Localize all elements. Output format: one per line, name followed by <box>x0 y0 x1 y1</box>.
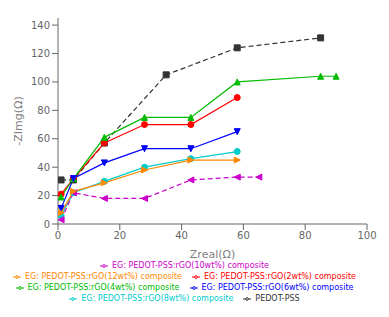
html-text:EG: PEDOT-PSS:rGO(6wt%) compos: EG: PEDOT-PSS:rGO(6wt%) composite <box>201 283 354 292</box>
html-text:EG: PEDOT-PSS:rGO(4wt%) compos: EG: PEDOT-PSS:rGO(4wt%) composite <box>27 283 180 292</box>
svg-text:0: 0 <box>44 219 50 230</box>
svg-text:20: 20 <box>37 190 50 201</box>
svg-text:80: 80 <box>37 105 50 116</box>
svg-text:0: 0 <box>55 230 61 241</box>
svg-text:140: 140 <box>31 20 50 31</box>
svg-text:40: 40 <box>175 230 188 241</box>
html-text:EG: PEDOT-PSS:rGO(8wt%) compos: EG: PEDOT-PSS:rGO(8wt%) composite <box>81 294 234 303</box>
html-text:EG: PEDOT-PSS:rGO(10wt%) compo: EG: PEDOT-PSS:rGO(10wt%) composite <box>112 261 269 270</box>
svg-text:60: 60 <box>37 133 50 144</box>
html-text:PEDOT-PSS: PEDOT-PSS <box>255 294 300 303</box>
svg-text:20: 20 <box>113 230 126 241</box>
svg-text:-ZImg(Ω): -ZImg(Ω) <box>12 96 25 145</box>
svg-text:100: 100 <box>31 76 50 87</box>
html-text:EG: PEDOT-PSS:rGO(12wt%) compo: EG: PEDOT-PSS:rGO(12wt%) composite <box>25 272 182 281</box>
svg-text:120: 120 <box>31 48 50 59</box>
svg-text:100: 100 <box>357 230 376 241</box>
html-text:EG: PEDOT-PSS:rGO(2wt%) compos: EG: PEDOT-PSS:rGO(2wt%) composite <box>204 272 356 281</box>
svg-text:Zreal(Ω): Zreal(Ω) <box>190 248 235 261</box>
svg-text:40: 40 <box>37 162 50 173</box>
svg-text:80: 80 <box>299 230 312 241</box>
svg-text:60: 60 <box>237 230 250 241</box>
